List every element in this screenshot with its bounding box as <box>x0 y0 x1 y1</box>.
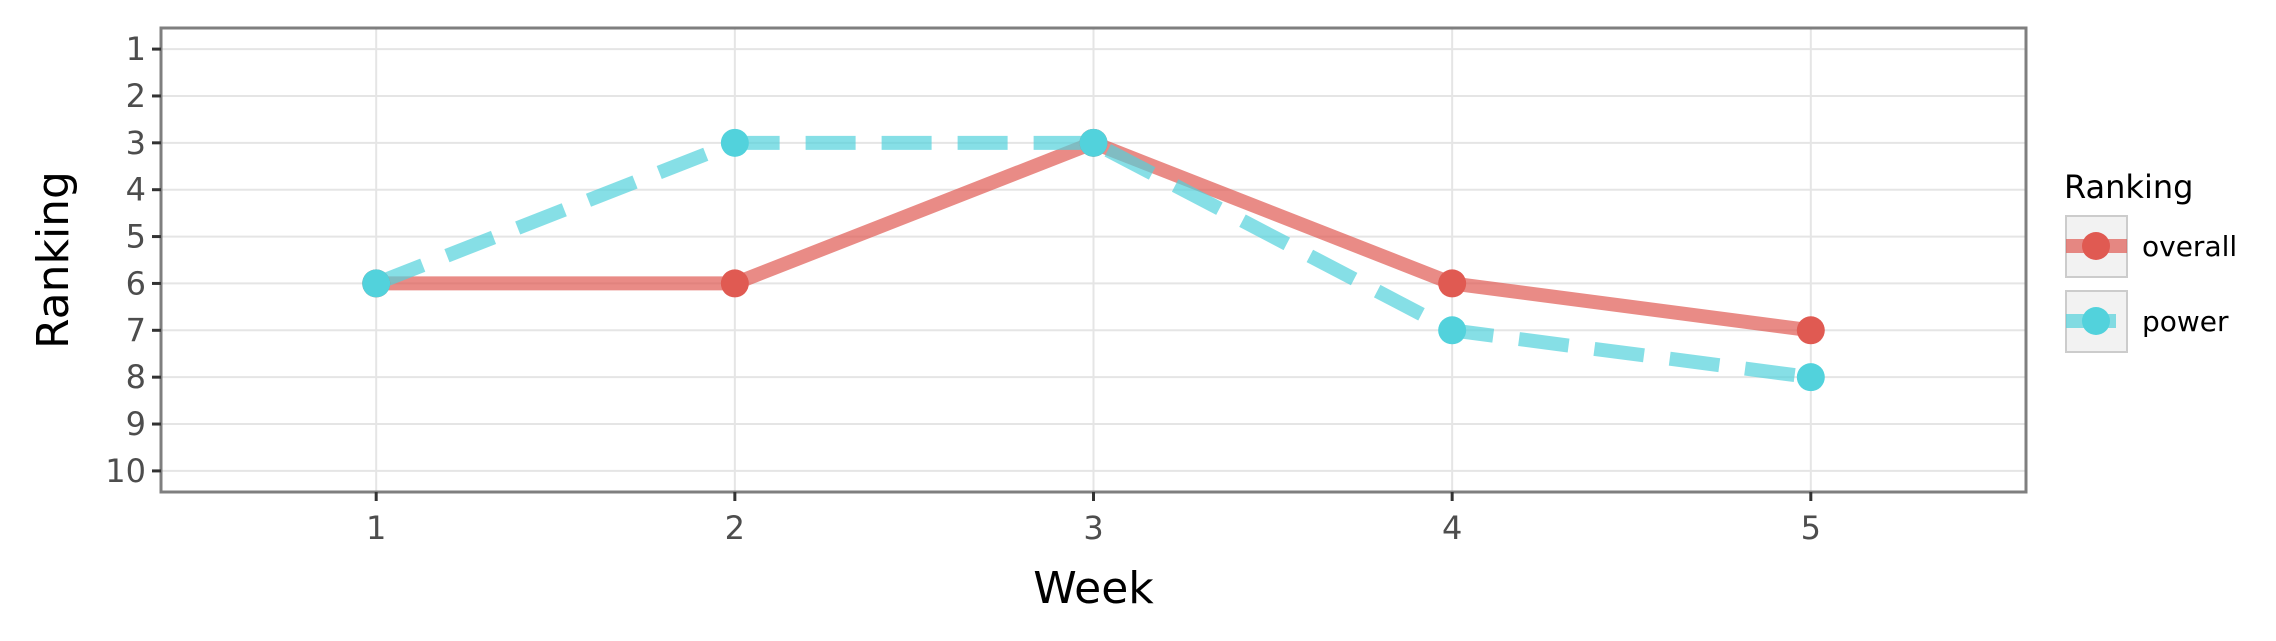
axis-ticks: 1 2 3 4 5 1 2 3 4 5 6 7 8 9 10 <box>105 30 1821 547</box>
y-tick-label: 1 <box>126 30 146 68</box>
data-point-power <box>362 269 391 298</box>
y-tick-label: 9 <box>126 405 146 443</box>
legend-title: Ranking <box>2064 168 2193 206</box>
x-axis-title: Week <box>1033 563 1154 614</box>
y-tick-label: 8 <box>126 358 146 396</box>
x-tick-label: 1 <box>366 509 386 547</box>
series-line-power <box>373 135 1812 385</box>
data-point-overall <box>1438 269 1467 298</box>
y-tick-label: 2 <box>126 77 146 115</box>
y-tick-label: 3 <box>126 124 146 162</box>
x-tick-label: 5 <box>1801 509 1821 547</box>
y-axis-title: Ranking <box>28 171 79 349</box>
y-tick-label: 4 <box>126 171 146 209</box>
series-layer <box>362 128 1825 392</box>
data-point-overall <box>1796 316 1825 345</box>
gridlines <box>161 28 2026 492</box>
legend-label-overall: overall <box>2142 230 2237 263</box>
x-tick-label: 3 <box>1083 509 1103 547</box>
legend: Ranking overall power <box>2064 168 2237 353</box>
legend-point-power <box>2082 307 2110 335</box>
legend-point-overall <box>2082 232 2110 260</box>
data-point-power <box>1438 316 1467 345</box>
x-tick-label: 2 <box>725 509 745 547</box>
y-tick-label: 5 <box>126 218 146 256</box>
data-point-power <box>720 128 749 157</box>
data-point-power <box>1796 363 1825 392</box>
data-point-overall <box>720 269 749 298</box>
x-tick-label: 4 <box>1442 509 1462 547</box>
legend-label-power: power <box>2142 305 2229 338</box>
data-point-power <box>1079 128 1108 157</box>
y-tick-label: 6 <box>126 264 146 302</box>
y-tick-label: 7 <box>126 311 146 349</box>
y-tick-label: 10 <box>105 452 146 490</box>
